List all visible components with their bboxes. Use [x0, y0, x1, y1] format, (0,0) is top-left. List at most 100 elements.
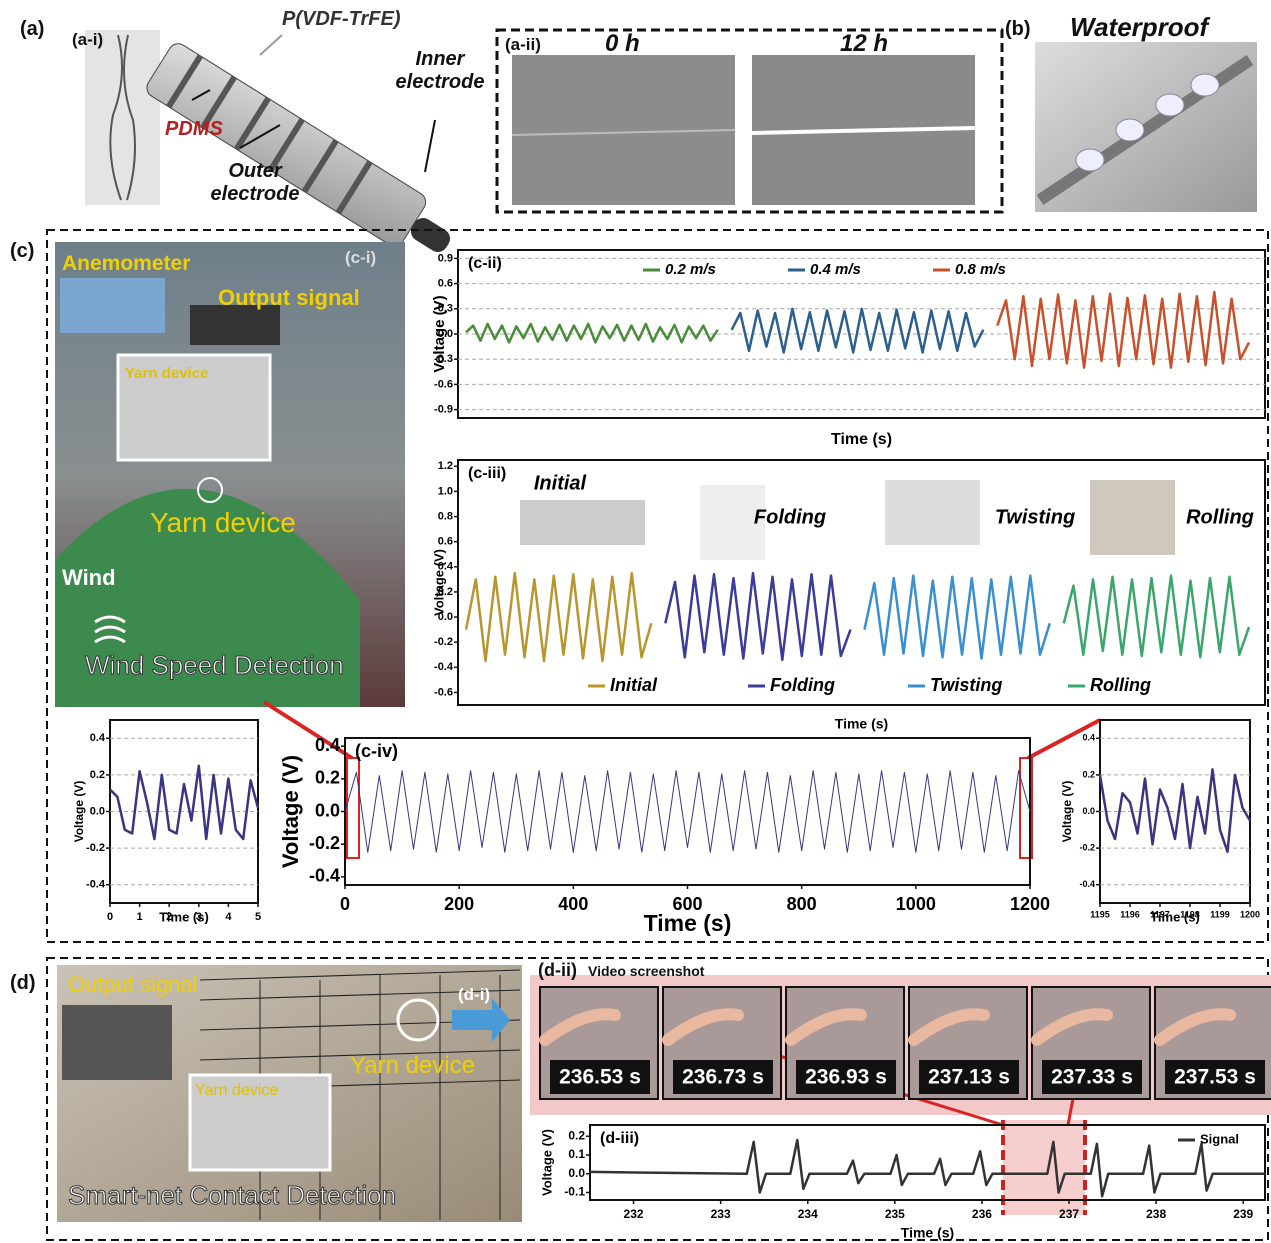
- legend-label: Signal: [1200, 1131, 1239, 1146]
- photo: [520, 500, 645, 545]
- x-tick-label: 234: [798, 1207, 818, 1221]
- legend-label: 0.8 m/s: [955, 261, 1006, 278]
- x-axis-label: Time (s): [901, 1225, 954, 1241]
- annotation: Output signal: [68, 972, 198, 998]
- figure-canvas: 236.53 s236.73 s236.93 s237.13 s237.33 s…: [0, 0, 1271, 1243]
- x-tick-label: 1196: [1120, 909, 1140, 919]
- x-tick-label: 239: [1233, 1207, 1253, 1221]
- y-tick-label: 0.2: [1082, 769, 1095, 779]
- series-line: [466, 573, 651, 661]
- annotation: Rolling: [1186, 506, 1254, 528]
- y-tick-label: 0.4: [90, 732, 106, 744]
- annotation: Yarn device: [125, 365, 208, 382]
- annotation: Folding: [754, 506, 826, 528]
- panel-label: (c-iv): [355, 741, 398, 761]
- annotation: Yarn device: [195, 1082, 278, 1100]
- sub-label: (d-ii): [538, 960, 577, 981]
- series-line: [466, 324, 718, 343]
- x-tick-label: 1200: [1240, 909, 1260, 919]
- annotation: Yarn device: [150, 507, 296, 539]
- y-axis-label: Voltage (V): [72, 781, 86, 843]
- y-tick-label: -0.9: [434, 404, 453, 416]
- legend-label: Twisting: [930, 675, 1002, 695]
- y-tick-label: 0.0: [90, 805, 105, 817]
- y-tick-label: 1.0: [438, 485, 453, 497]
- anemometer: [60, 278, 165, 333]
- annotation: Wind: [62, 565, 116, 591]
- x-tick-label: 235: [885, 1207, 905, 1221]
- y-tick-label: 0.8: [438, 510, 453, 522]
- panel-title: Waterproof: [1070, 12, 1208, 43]
- y-tick-label: -0.2: [86, 842, 105, 854]
- y-tick-label: 0.0: [1082, 806, 1095, 816]
- y-axis-label: Voltage (V): [278, 755, 303, 868]
- legend-label: 0.2 m/s: [665, 261, 716, 278]
- annotation: Anemometer: [62, 252, 190, 276]
- y-tick-label: -0.2: [309, 833, 340, 853]
- series-line: [997, 292, 1249, 368]
- y-tick-label: -0.1: [564, 1185, 585, 1199]
- series-line: [110, 766, 258, 839]
- x-tick-label: 4: [225, 911, 232, 923]
- y-axis-label: Voltage (V): [431, 295, 448, 372]
- y-tick-label: 0.0: [568, 1166, 585, 1180]
- series-line: [665, 573, 850, 660]
- x-axis-label: Time (s): [835, 716, 888, 732]
- x-axis-label: Time (s): [1150, 909, 1200, 924]
- sub-label: (a-i): [72, 30, 103, 50]
- y-tick-label: -0.4: [434, 661, 454, 673]
- caption: Smart-net Contact Detection: [68, 1180, 396, 1211]
- arrow: [260, 35, 282, 55]
- series-line: [865, 576, 1050, 659]
- y-tick-label: -0.6: [434, 686, 453, 698]
- annotation: PDMS: [165, 118, 223, 141]
- series-line: [590, 1140, 1265, 1196]
- legend-label: Folding: [770, 675, 835, 695]
- x-tick-label: 233: [711, 1207, 731, 1221]
- x-tick-label: 1: [137, 911, 143, 923]
- y-axis-label: Voltage (V): [539, 1129, 554, 1196]
- y-tick-label: -0.4: [86, 879, 106, 891]
- x-tick-label: 400: [558, 894, 588, 914]
- plot-frame: [590, 1125, 1265, 1200]
- x-axis-label: Time (s): [644, 910, 732, 936]
- panel-label: (c-ii): [468, 255, 502, 272]
- x-tick-label: 200: [444, 894, 474, 914]
- time-stamp: 237.13 s: [928, 1066, 1010, 1089]
- legend-label: Rolling: [1090, 675, 1151, 695]
- y-tick-label: 0.4: [1082, 733, 1095, 743]
- panel-label: (c): [10, 240, 34, 263]
- y-axis-label: Voltage (V): [431, 549, 446, 616]
- annotation: Yarn device: [350, 1052, 475, 1080]
- panel-label: (d-iii): [600, 1130, 639, 1147]
- x-tick-label: 232: [624, 1207, 644, 1221]
- panel-label: (b): [1005, 18, 1031, 41]
- annotation: 0 h: [605, 30, 640, 58]
- series-line: [1064, 576, 1249, 658]
- x-tick-label: 0: [340, 894, 350, 914]
- annotation: Outer electrode: [205, 160, 305, 206]
- time-stamp: 236.93 s: [805, 1066, 887, 1089]
- x-tick-label: 1200: [1010, 894, 1050, 914]
- figure: 236.53 s236.73 s236.93 s237.13 s237.33 s…: [0, 0, 1271, 1243]
- y-tick-label: -0.6: [434, 378, 453, 390]
- zoom-box: [347, 758, 359, 858]
- y-tick-label: 1.2: [438, 460, 453, 472]
- caption: Wind Speed Detection: [85, 650, 344, 681]
- x-tick-label: 0: [107, 911, 113, 923]
- annotation: P(VDF-TrFE): [282, 8, 401, 31]
- x-tick-label: 1199: [1210, 909, 1230, 919]
- x-tick-label: 238: [1146, 1207, 1166, 1221]
- x-axis-label: Time (s): [831, 431, 892, 448]
- y-axis-label: Voltage (V): [1060, 781, 1074, 843]
- y-tick-label: 0.6: [438, 536, 453, 548]
- x-tick-label: 237: [1059, 1207, 1079, 1221]
- legend-label: Initial: [610, 675, 658, 695]
- y-tick-label: -0.2: [1079, 842, 1095, 852]
- x-tick-label: 1000: [896, 894, 936, 914]
- photo: [1090, 480, 1175, 555]
- time-stamp: 236.73 s: [682, 1066, 764, 1089]
- y-tick-label: 0.2: [90, 769, 105, 781]
- series-line: [345, 771, 1030, 853]
- annotation: 12 h: [840, 30, 888, 58]
